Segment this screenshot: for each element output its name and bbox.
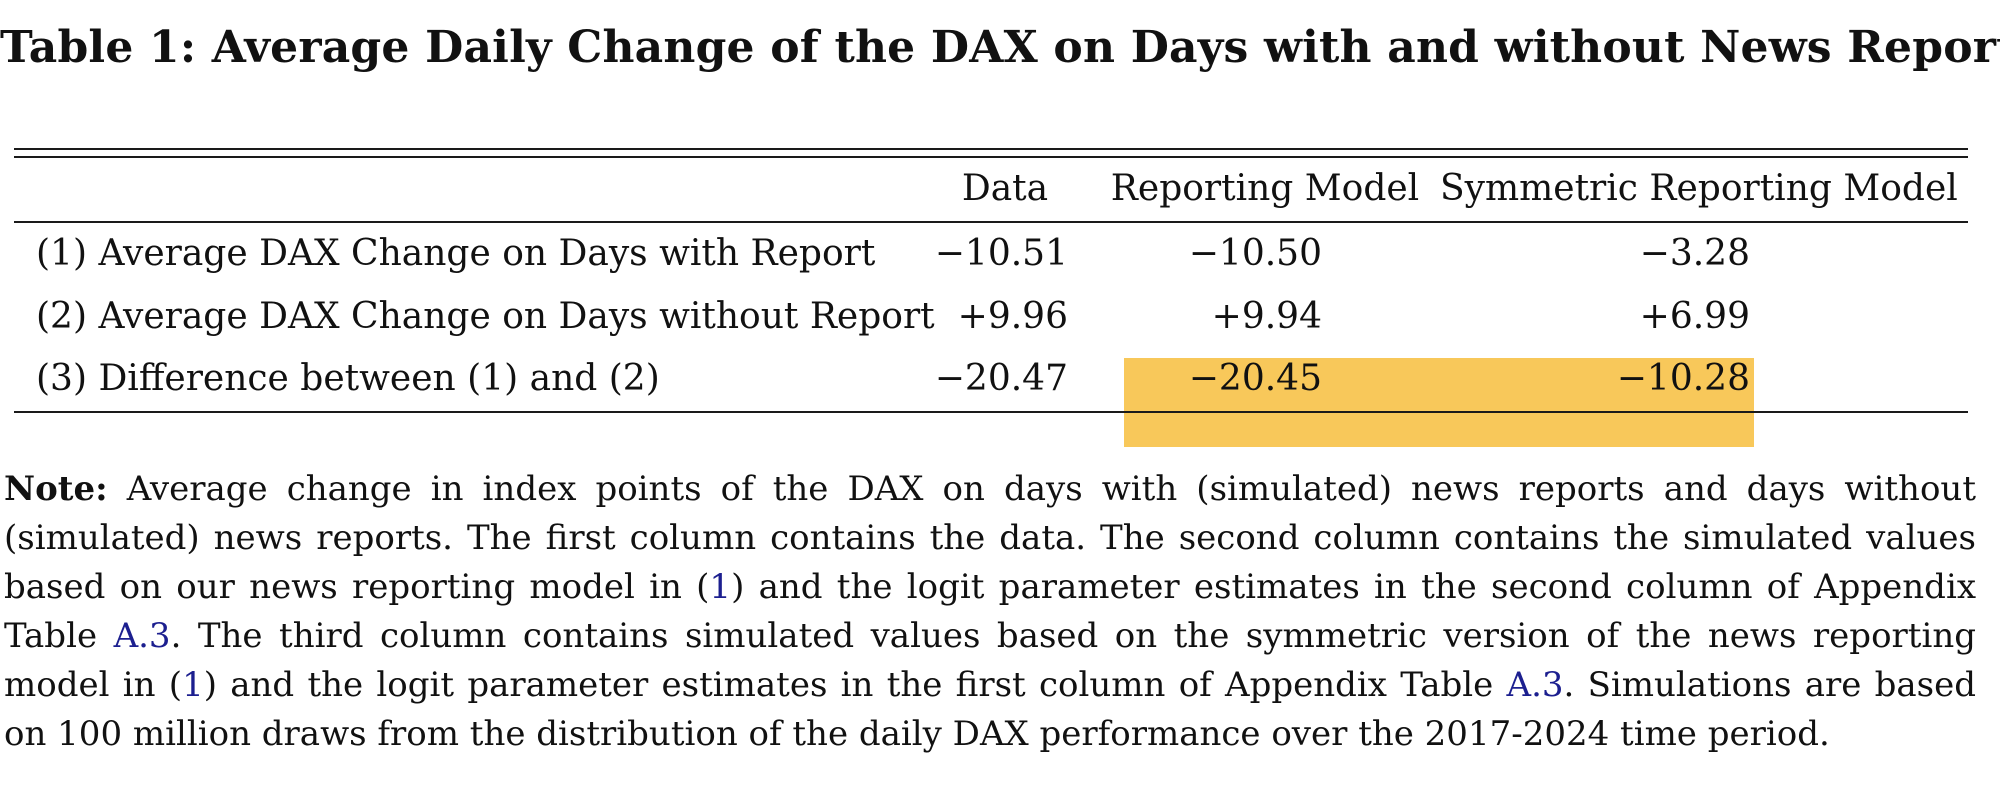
note-label: Note: <box>4 469 108 509</box>
table-top-rule <box>14 148 1968 150</box>
row-label: (2) Average DAX Change on Days without R… <box>36 296 935 337</box>
cell-data: −10.51 <box>934 233 1068 274</box>
table-bottom-rule <box>14 411 1968 413</box>
note-text: Average change in index points of the DA… <box>4 469 1976 607</box>
appendix-table-link[interactable]: A.3 <box>113 616 171 656</box>
note-text: ) and the logit parameter estimates in t… <box>203 665 1507 705</box>
table-note: Note: Average change in index points of … <box>4 465 1976 759</box>
header-rule <box>14 221 1968 223</box>
column-header-data: Data <box>961 168 1049 209</box>
note-text: ) and the logit parameter estimates in t… <box>4 567 1976 656</box>
cell-data: +9.96 <box>957 296 1068 337</box>
column-header-reporting-model: Reporting Model <box>1110 168 1420 209</box>
column-header-symmetric-reporting-model: Symmetric Reporting Model <box>1440 168 1958 209</box>
cell-symmetric-model: −10.28 <box>1616 358 1750 399</box>
table-top-rule-inner <box>14 156 1968 158</box>
cell-symmetric-model: −3.28 <box>1639 233 1750 274</box>
equation-reference-link[interactable]: 1 <box>182 665 204 705</box>
cell-data: −20.47 <box>934 358 1068 399</box>
row-label: (1) Average DAX Change on Days with Repo… <box>36 233 876 274</box>
cell-reporting-model: −20.45 <box>1188 358 1322 399</box>
note-text: . Simulations are based on 100 million d… <box>4 665 1976 754</box>
table-title: Table 1: Average Daily Change of the DAX… <box>0 22 2000 73</box>
highlight-box <box>1124 358 1754 447</box>
note-text: . The third column contains simulated va… <box>4 616 1976 705</box>
row-label: (3) Difference between (1) and (2) <box>36 358 660 399</box>
appendix-table-link[interactable]: A.3 <box>1506 665 1564 705</box>
equation-reference-link[interactable]: 1 <box>709 567 732 607</box>
cell-reporting-model: +9.94 <box>1211 296 1322 337</box>
cell-symmetric-model: +6.99 <box>1639 296 1750 337</box>
cell-reporting-model: −10.50 <box>1188 233 1322 274</box>
